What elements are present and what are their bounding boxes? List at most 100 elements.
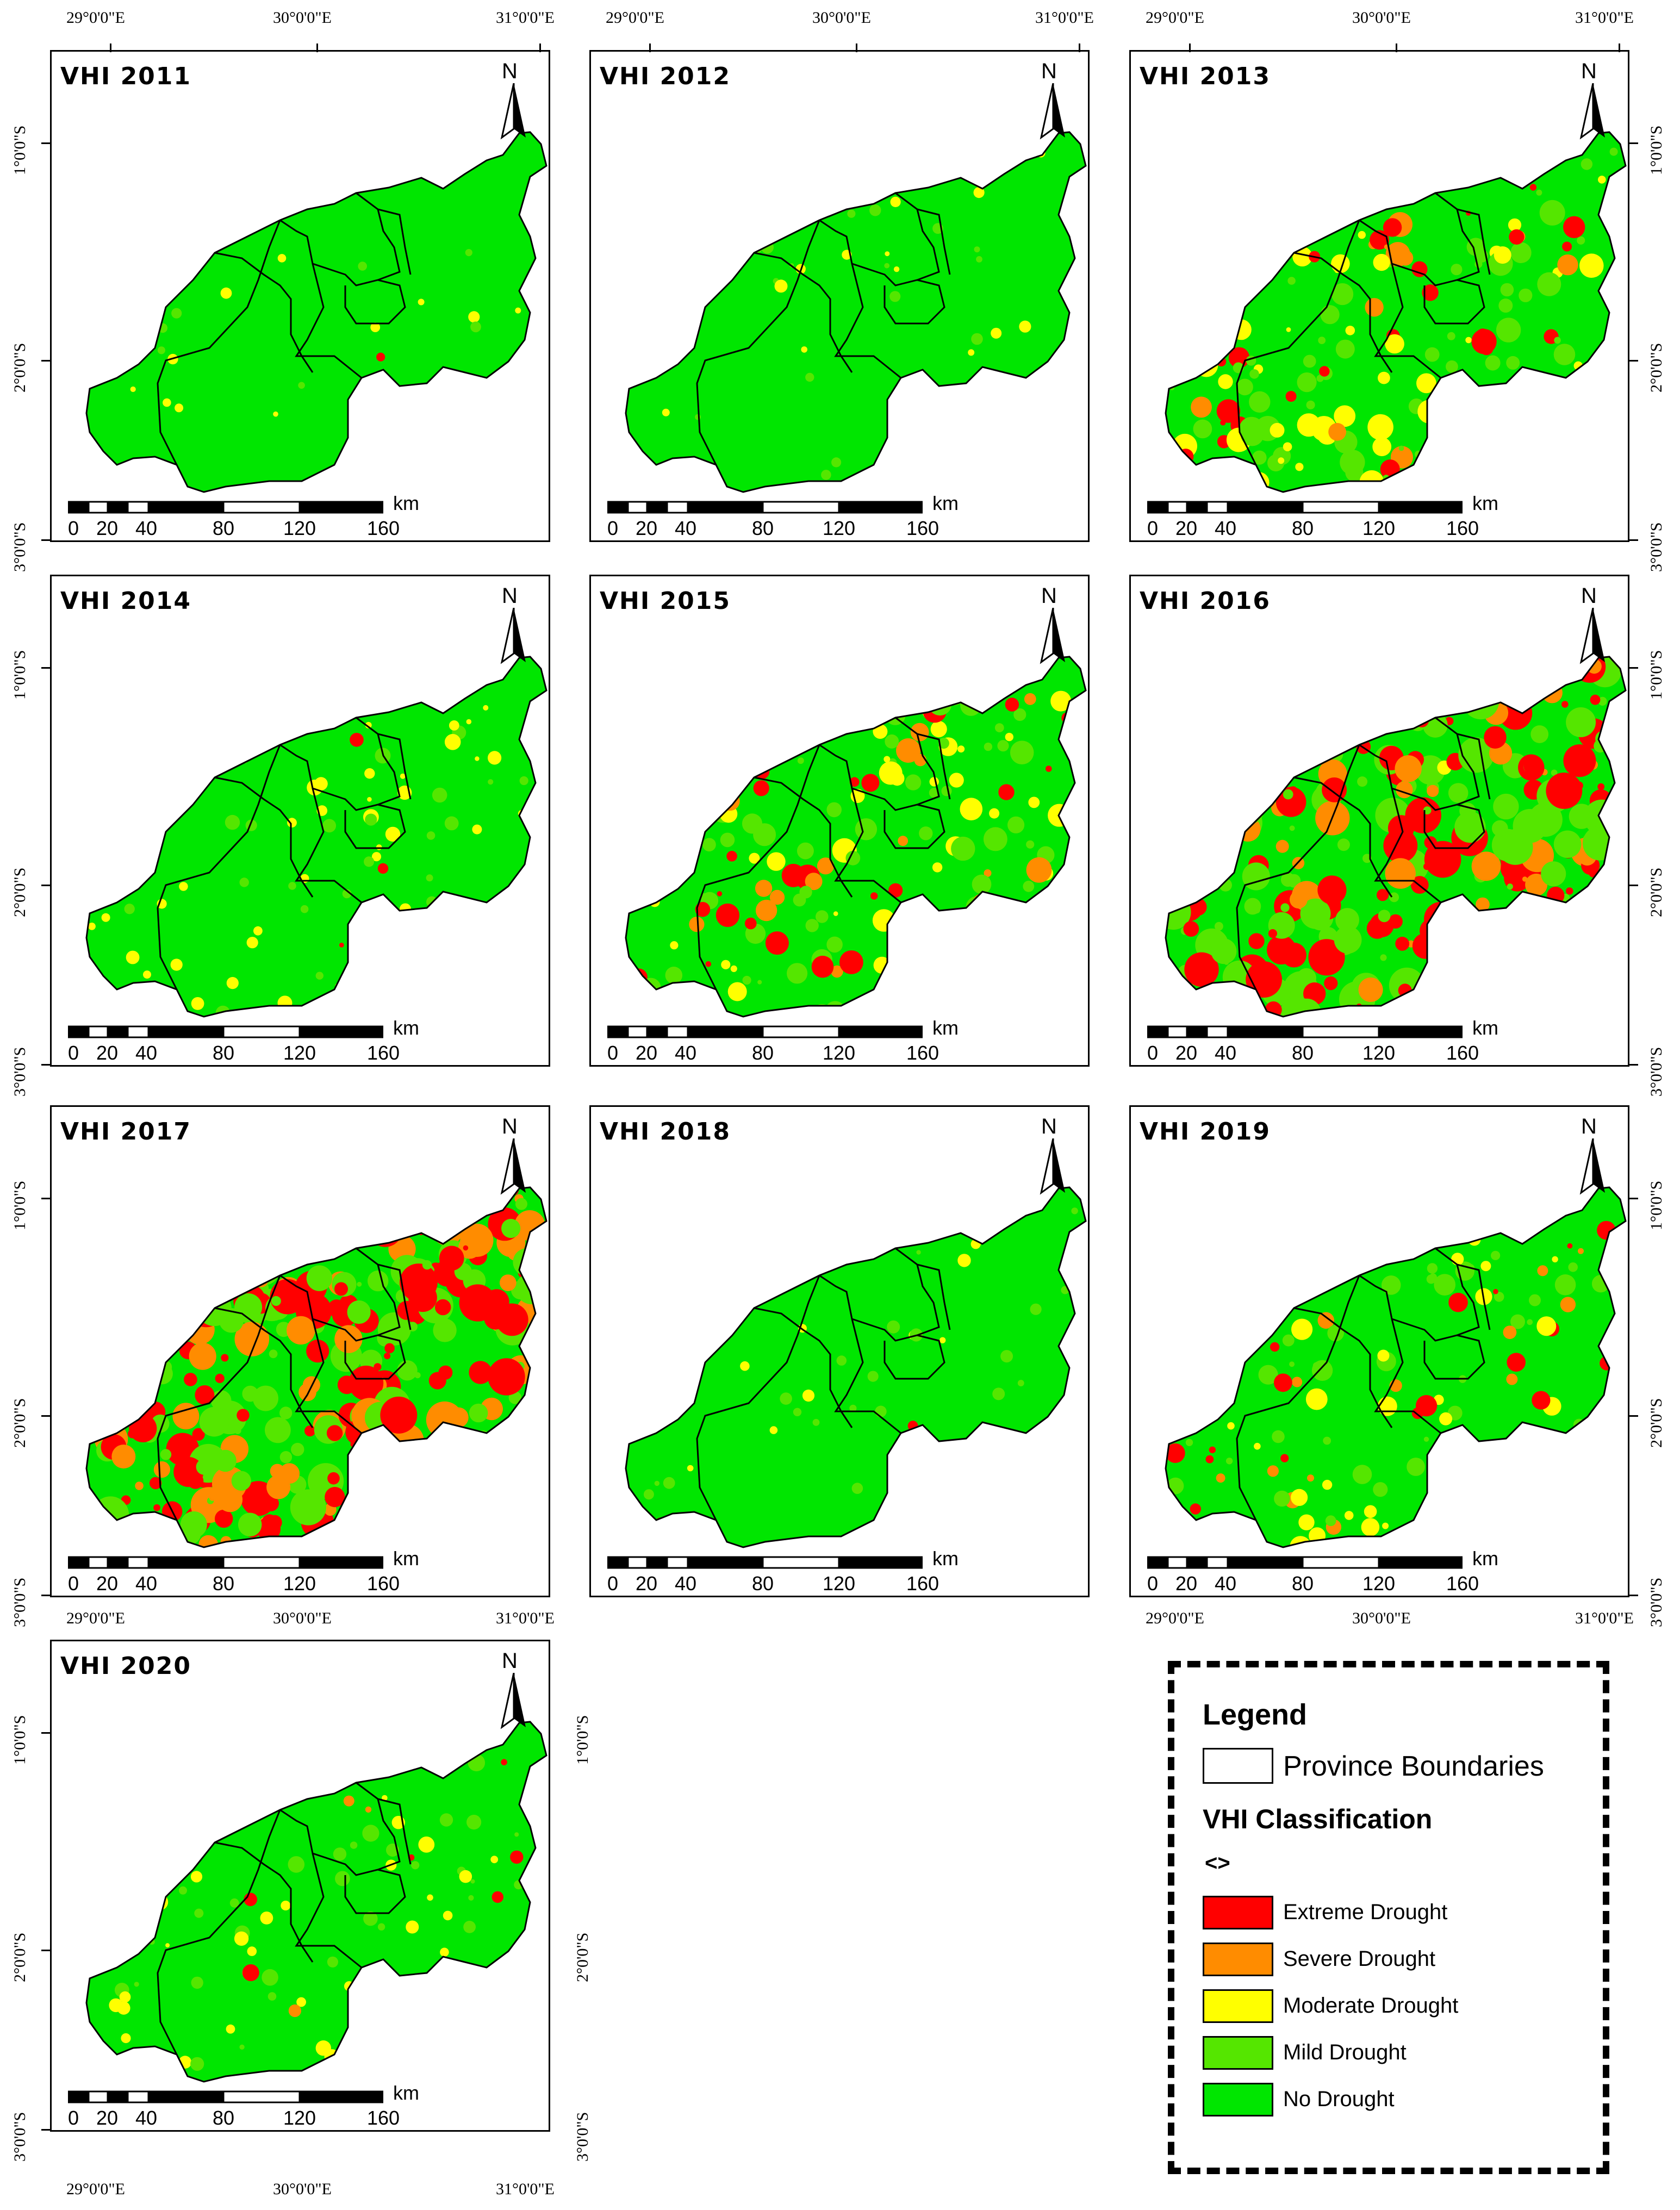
drought-patch bbox=[350, 1841, 358, 1849]
graticule-tick bbox=[41, 667, 50, 669]
drought-patch bbox=[1493, 793, 1519, 820]
drought-patch bbox=[1019, 935, 1026, 942]
province-boundary bbox=[279, 1798, 401, 1876]
drought-patch bbox=[660, 178, 669, 187]
drought-patch bbox=[1234, 223, 1255, 245]
drought-patch bbox=[1294, 674, 1303, 682]
drought-patch bbox=[1166, 657, 1192, 675]
drought-patch bbox=[1005, 698, 1019, 712]
country-outline bbox=[85, 1186, 547, 1548]
drought-patch bbox=[667, 725, 679, 738]
drought-patch bbox=[390, 1212, 414, 1235]
drought-patch bbox=[914, 1187, 928, 1197]
drought-patch bbox=[107, 1401, 114, 1408]
drought-patch bbox=[1569, 804, 1595, 829]
drought-patch bbox=[1452, 1535, 1466, 1547]
drought-patch bbox=[1216, 399, 1241, 423]
scale-unit: km bbox=[393, 492, 419, 514]
drought-patch bbox=[201, 1769, 208, 1776]
drought-patch bbox=[983, 827, 1007, 851]
drought-patch bbox=[140, 1743, 148, 1752]
drought-patch bbox=[802, 1389, 815, 1402]
panel-title: VHI 2011 bbox=[60, 63, 192, 90]
drought-patch bbox=[455, 935, 470, 950]
drought-patch bbox=[109, 1207, 139, 1237]
drought-patch bbox=[1307, 1474, 1314, 1482]
drought-patch bbox=[98, 879, 107, 887]
drought-patch bbox=[86, 750, 101, 765]
drought-patch bbox=[1264, 752, 1291, 779]
drought-patch bbox=[968, 441, 977, 451]
drought-patch bbox=[1339, 697, 1354, 712]
drought-patch bbox=[696, 1237, 707, 1247]
legend-swatch bbox=[1203, 1896, 1273, 1929]
drought-patch bbox=[370, 322, 381, 332]
drought-patch bbox=[1198, 666, 1234, 702]
drought-patch bbox=[236, 159, 247, 170]
province-boundary bbox=[1423, 1334, 1485, 1380]
graticule-tick bbox=[1629, 667, 1638, 669]
graticule-tick bbox=[539, 43, 541, 52]
drought-patch bbox=[1192, 736, 1203, 747]
drought-patch bbox=[160, 1230, 200, 1269]
province-boundary bbox=[214, 776, 314, 898]
drought-patch bbox=[941, 786, 952, 796]
longitude-label: 29°0'0"E bbox=[66, 9, 125, 27]
drought-patch bbox=[1407, 1002, 1422, 1017]
drought-patch bbox=[685, 791, 698, 804]
drought-patch bbox=[172, 1403, 200, 1430]
drought-patch bbox=[483, 705, 489, 711]
drought-patch bbox=[1175, 132, 1197, 144]
drought-patch bbox=[435, 1739, 446, 1750]
drought-patch bbox=[472, 824, 482, 835]
graticule-tick bbox=[41, 1415, 50, 1417]
drought-patch bbox=[1320, 305, 1340, 325]
drought-patch bbox=[1483, 688, 1490, 695]
province-boundary bbox=[754, 776, 853, 898]
drought-patch bbox=[1533, 415, 1543, 425]
drought-patch bbox=[1183, 1400, 1199, 1417]
scale-label: 80 bbox=[212, 2107, 235, 2129]
drought-patch bbox=[86, 1309, 111, 1336]
scale-label: 80 bbox=[751, 1572, 774, 1595]
province-boundary bbox=[1293, 1307, 1393, 1428]
drought-patch bbox=[1191, 396, 1212, 418]
drought-patch bbox=[1204, 862, 1222, 880]
drought-patch bbox=[190, 2057, 204, 2071]
drought-patch bbox=[979, 985, 994, 1000]
drought-patch bbox=[428, 948, 434, 954]
longitude-label: 30°0'0"E bbox=[812, 9, 871, 27]
drought-patch bbox=[1453, 936, 1479, 962]
drought-patch bbox=[242, 1964, 259, 1981]
drought-patch bbox=[170, 958, 183, 971]
drought-patch bbox=[973, 187, 985, 198]
drought-patch bbox=[1436, 686, 1461, 711]
graticule-tick bbox=[1629, 142, 1638, 144]
drought-patch bbox=[848, 693, 861, 706]
drought-patch bbox=[1562, 992, 1571, 1001]
drought-patch bbox=[1553, 1459, 1571, 1477]
drought-patch bbox=[1554, 1274, 1576, 1296]
scale-label: 0 bbox=[607, 1572, 619, 1595]
drought-patch bbox=[1326, 696, 1351, 720]
drought-patch bbox=[1433, 923, 1443, 933]
drought-patch bbox=[1520, 967, 1534, 981]
drought-patch bbox=[1536, 189, 1542, 196]
drought-patch bbox=[306, 1340, 329, 1363]
drought-patch bbox=[958, 983, 974, 1000]
graticule-tick bbox=[41, 2129, 50, 2131]
drought-patch bbox=[1209, 1446, 1216, 1453]
drought-patch bbox=[1169, 1367, 1186, 1384]
drought-patch bbox=[1424, 841, 1461, 878]
drought-patch bbox=[645, 743, 655, 752]
scale-label: 160 bbox=[366, 1572, 400, 1595]
drought-patch bbox=[184, 1373, 197, 1386]
drought-patch bbox=[488, 1358, 525, 1396]
drought-patch bbox=[1548, 923, 1582, 956]
drought-patch bbox=[1566, 707, 1596, 737]
drought-patch bbox=[92, 1335, 114, 1356]
drought-patch bbox=[515, 1198, 527, 1210]
drought-patch bbox=[86, 1310, 110, 1347]
drought-patch bbox=[1243, 700, 1273, 730]
